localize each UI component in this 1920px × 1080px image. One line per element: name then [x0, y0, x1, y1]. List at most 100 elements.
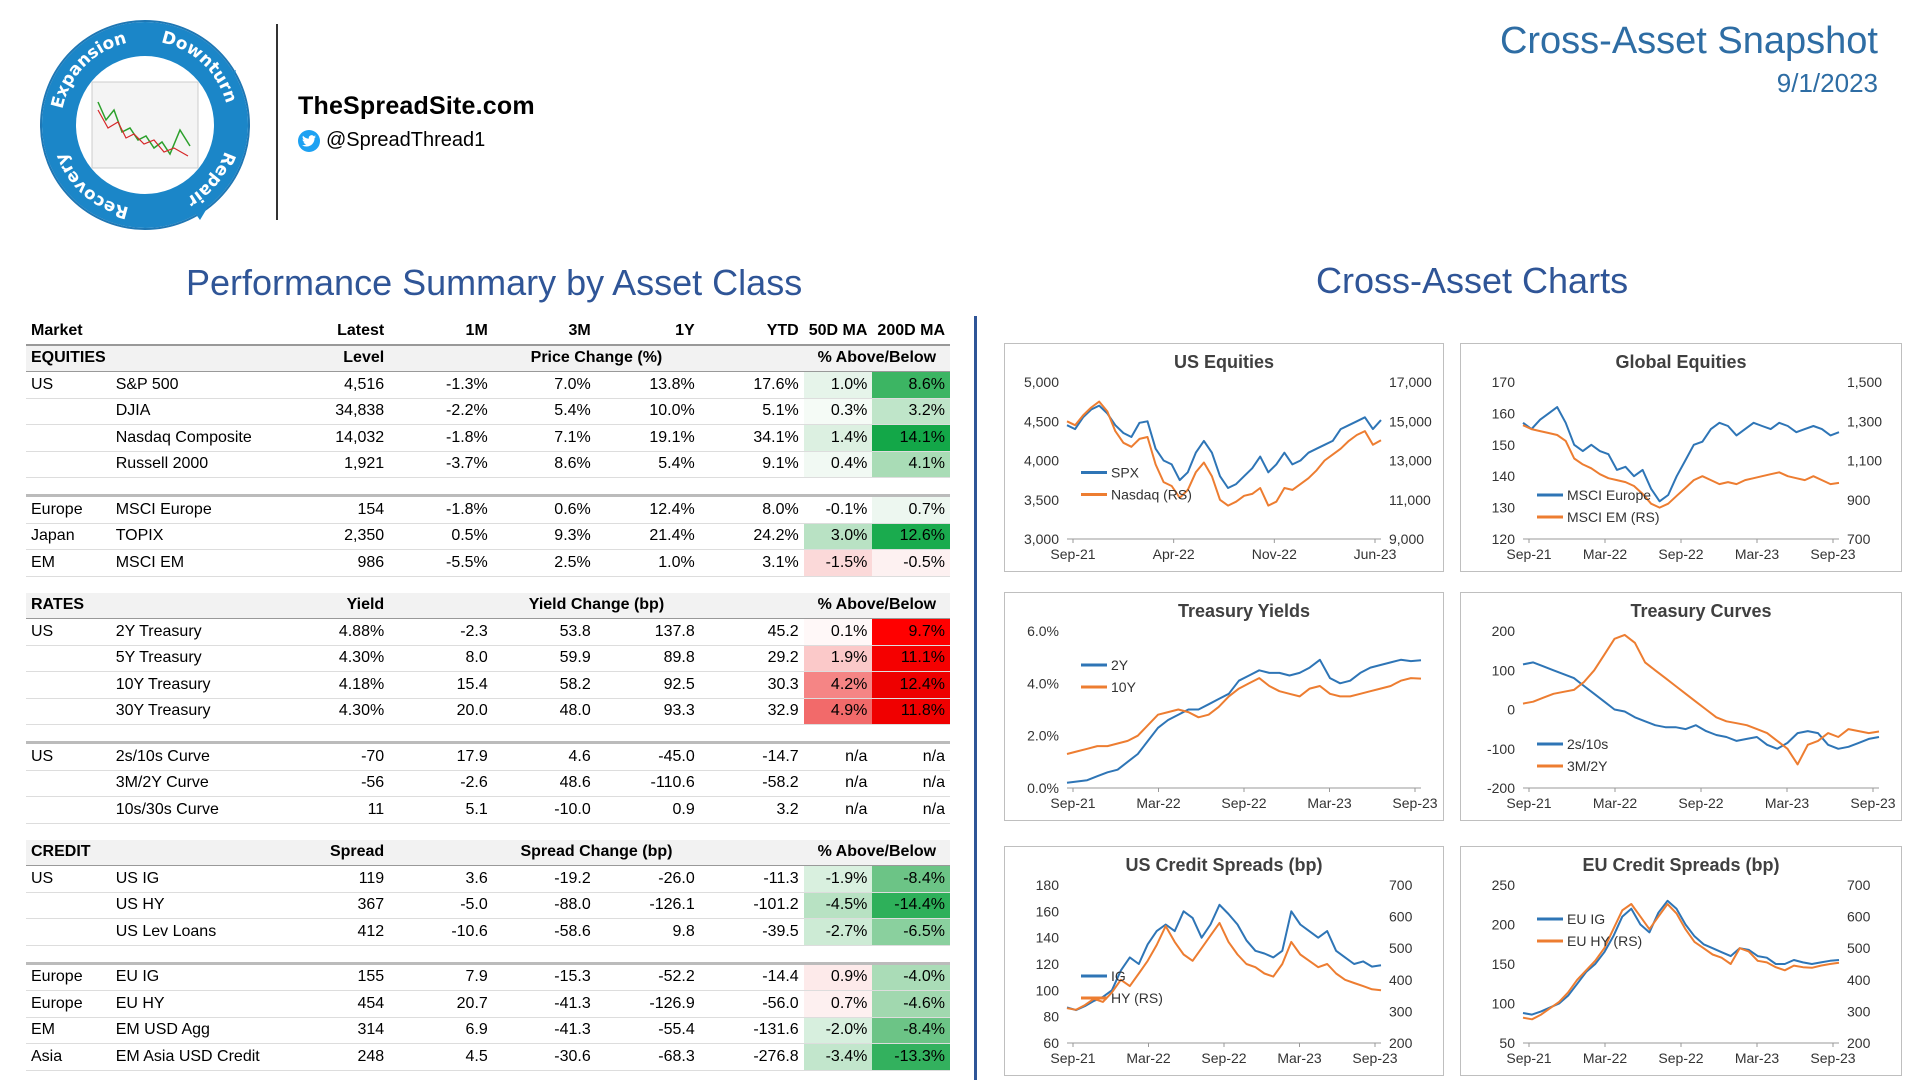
cell-200d-ma: 12.6% — [872, 523, 950, 550]
cell-ytd: -131.6 — [699, 1017, 804, 1044]
y-left-tick-label: 160 — [1036, 903, 1060, 919]
cell-200d-ma: n/a — [872, 770, 950, 797]
table-row: US HY 367 -5.0 -88.0 -126.1 -101.2 -4.5% -14.4% — [26, 892, 950, 919]
cell-1m: -1.8% — [389, 424, 493, 452]
cell-200d-ma: n/a — [872, 742, 950, 771]
cell-1m: 20.0 — [389, 698, 493, 725]
y-right-tick-label: 700 — [1389, 877, 1413, 893]
cell-1m: -3.7% — [389, 451, 493, 478]
cell-latest: 119 — [296, 865, 390, 893]
y-right-tick-label: 1,300 — [1847, 413, 1882, 429]
cell-1m: 8.0 — [389, 645, 493, 672]
cell-3m: 48.0 — [492, 698, 596, 725]
cell-200d-ma: 11.8% — [872, 698, 950, 725]
cell-200d-ma: 12.4% — [872, 671, 950, 699]
cell-ytd: -39.5 — [699, 918, 804, 946]
x-tick-label: Sep-23 — [1810, 546, 1855, 562]
y-right-tick-label: 600 — [1389, 909, 1413, 925]
cell-1m: 3.6 — [389, 865, 493, 893]
cell-50d-ma: 0.9% — [803, 963, 873, 991]
legend-label: 2Y — [1111, 657, 1129, 673]
cell-latest: 14,032 — [296, 424, 390, 452]
cell-name: S&P 500 — [110, 371, 297, 399]
x-tick-label: Mar-22 — [1136, 795, 1181, 811]
x-tick-label: Sep-23 — [1352, 1050, 1397, 1066]
cell-ytd: 45.2 — [699, 618, 804, 646]
y-left-tick-label: 100 — [1492, 662, 1516, 678]
cell-50d-ma: n/a — [803, 742, 873, 771]
cell-market: US — [26, 618, 111, 646]
cell-market: EM — [26, 1017, 111, 1044]
group-header-row: RATES Yield Yield Change (bp)% Above/Below — [26, 592, 950, 619]
cell-200d-ma: 3.2% — [872, 398, 950, 425]
cell-market — [26, 424, 111, 452]
charts-section-title: Cross-Asset Charts — [1316, 260, 1629, 301]
cell-latest: 34,838 — [296, 398, 390, 425]
cell-market: Asia — [26, 1043, 111, 1071]
cell-name: 10Y Treasury — [110, 671, 297, 699]
cell-market: EM — [26, 549, 111, 577]
chart-title: Treasury Curves — [1630, 601, 1771, 621]
x-tick-label: Sep-22 — [1221, 795, 1266, 811]
cell-1y: -45.0 — [595, 742, 700, 771]
x-tick-label: Nov-22 — [1252, 546, 1297, 562]
cell-latest: 11 — [296, 796, 390, 824]
legend-label: Nasdaq (RS) — [1111, 487, 1192, 503]
y-left-tick-label: 250 — [1492, 877, 1516, 893]
group-ma-label: % Above/Below — [803, 592, 950, 619]
cell-name: EM Asia USD Credit — [110, 1043, 297, 1071]
x-tick-label: Mar-22 — [1593, 795, 1638, 811]
twitter-bird-icon — [298, 129, 320, 152]
cell-1m: -2.3 — [389, 618, 493, 646]
twitter-handle[interactable]: @SpreadThread1 — [298, 129, 485, 152]
cell-200d-ma: -8.4% — [872, 1017, 950, 1044]
cell-3m: 4.6 — [492, 742, 596, 771]
site-name[interactable]: TheSpreadSite.com — [298, 92, 535, 120]
column-header: 3M — [492, 318, 596, 346]
cell-market: Europe — [26, 963, 111, 991]
cell-name: Russell 2000 — [110, 451, 297, 478]
cell-market — [26, 451, 111, 478]
y-right-tick-label: 15,000 — [1389, 413, 1432, 429]
cell-ytd: 29.2 — [699, 645, 804, 672]
legend-label: MSCI EM (RS) — [1567, 509, 1660, 525]
y-right-tick-label: 1,500 — [1847, 374, 1882, 390]
y-right-tick-label: 11,000 — [1389, 492, 1431, 508]
y-left-tick-label: 200 — [1492, 917, 1516, 933]
cell-50d-ma: n/a — [803, 770, 873, 797]
cell-50d-ma: 1.4% — [803, 424, 873, 452]
cell-latest: 2,350 — [296, 523, 390, 550]
y-left-tick-label: 50 — [1499, 1035, 1515, 1051]
legend-label: MSCI Europe — [1567, 487, 1651, 503]
y-left-tick-label: 150 — [1492, 437, 1516, 453]
cell-ytd: 34.1% — [699, 424, 804, 452]
legend-label: HY (RS) — [1111, 990, 1163, 1006]
legend-label: EU HY (RS) — [1567, 933, 1642, 949]
y-left-tick-label: 2.0% — [1027, 728, 1059, 744]
cell-200d-ma: 11.1% — [872, 645, 950, 672]
cell-ytd: 3.2 — [699, 796, 804, 824]
cell-1y: 13.8% — [595, 371, 700, 399]
cell-3m: 7.1% — [492, 424, 596, 452]
cell-3m: 53.8 — [492, 618, 596, 646]
cell-ytd: -58.2 — [699, 770, 804, 797]
cell-1y: 5.4% — [595, 451, 700, 478]
x-tick-label: Sep-21 — [1506, 546, 1551, 562]
cell-1y: 1.0% — [595, 549, 700, 577]
group-spacer — [26, 823, 950, 840]
cell-1m: -1.8% — [389, 495, 493, 524]
cell-latest: 454 — [296, 990, 390, 1018]
group-ma-label: % Above/Below — [803, 344, 950, 372]
cell-name: 2s/10s Curve — [110, 742, 297, 771]
cell-1y: -126.9 — [595, 990, 700, 1018]
chart-title: US Equities — [1174, 352, 1274, 372]
block-spacer — [26, 477, 950, 497]
cell-1m: 6.9 — [389, 1017, 493, 1044]
series-line-0 — [1522, 406, 1840, 503]
legend-label: 2s/10s — [1567, 736, 1608, 752]
cell-latest: 986 — [296, 549, 390, 577]
cell-200d-ma: 8.6% — [872, 371, 950, 399]
cell-name: US HY — [110, 892, 297, 919]
table-row: Japan TOPIX 2,350 0.5% 9.3% 21.4% 24.2% 3.0% 12.… — [26, 523, 950, 550]
cell-1y: 93.3 — [595, 698, 700, 725]
